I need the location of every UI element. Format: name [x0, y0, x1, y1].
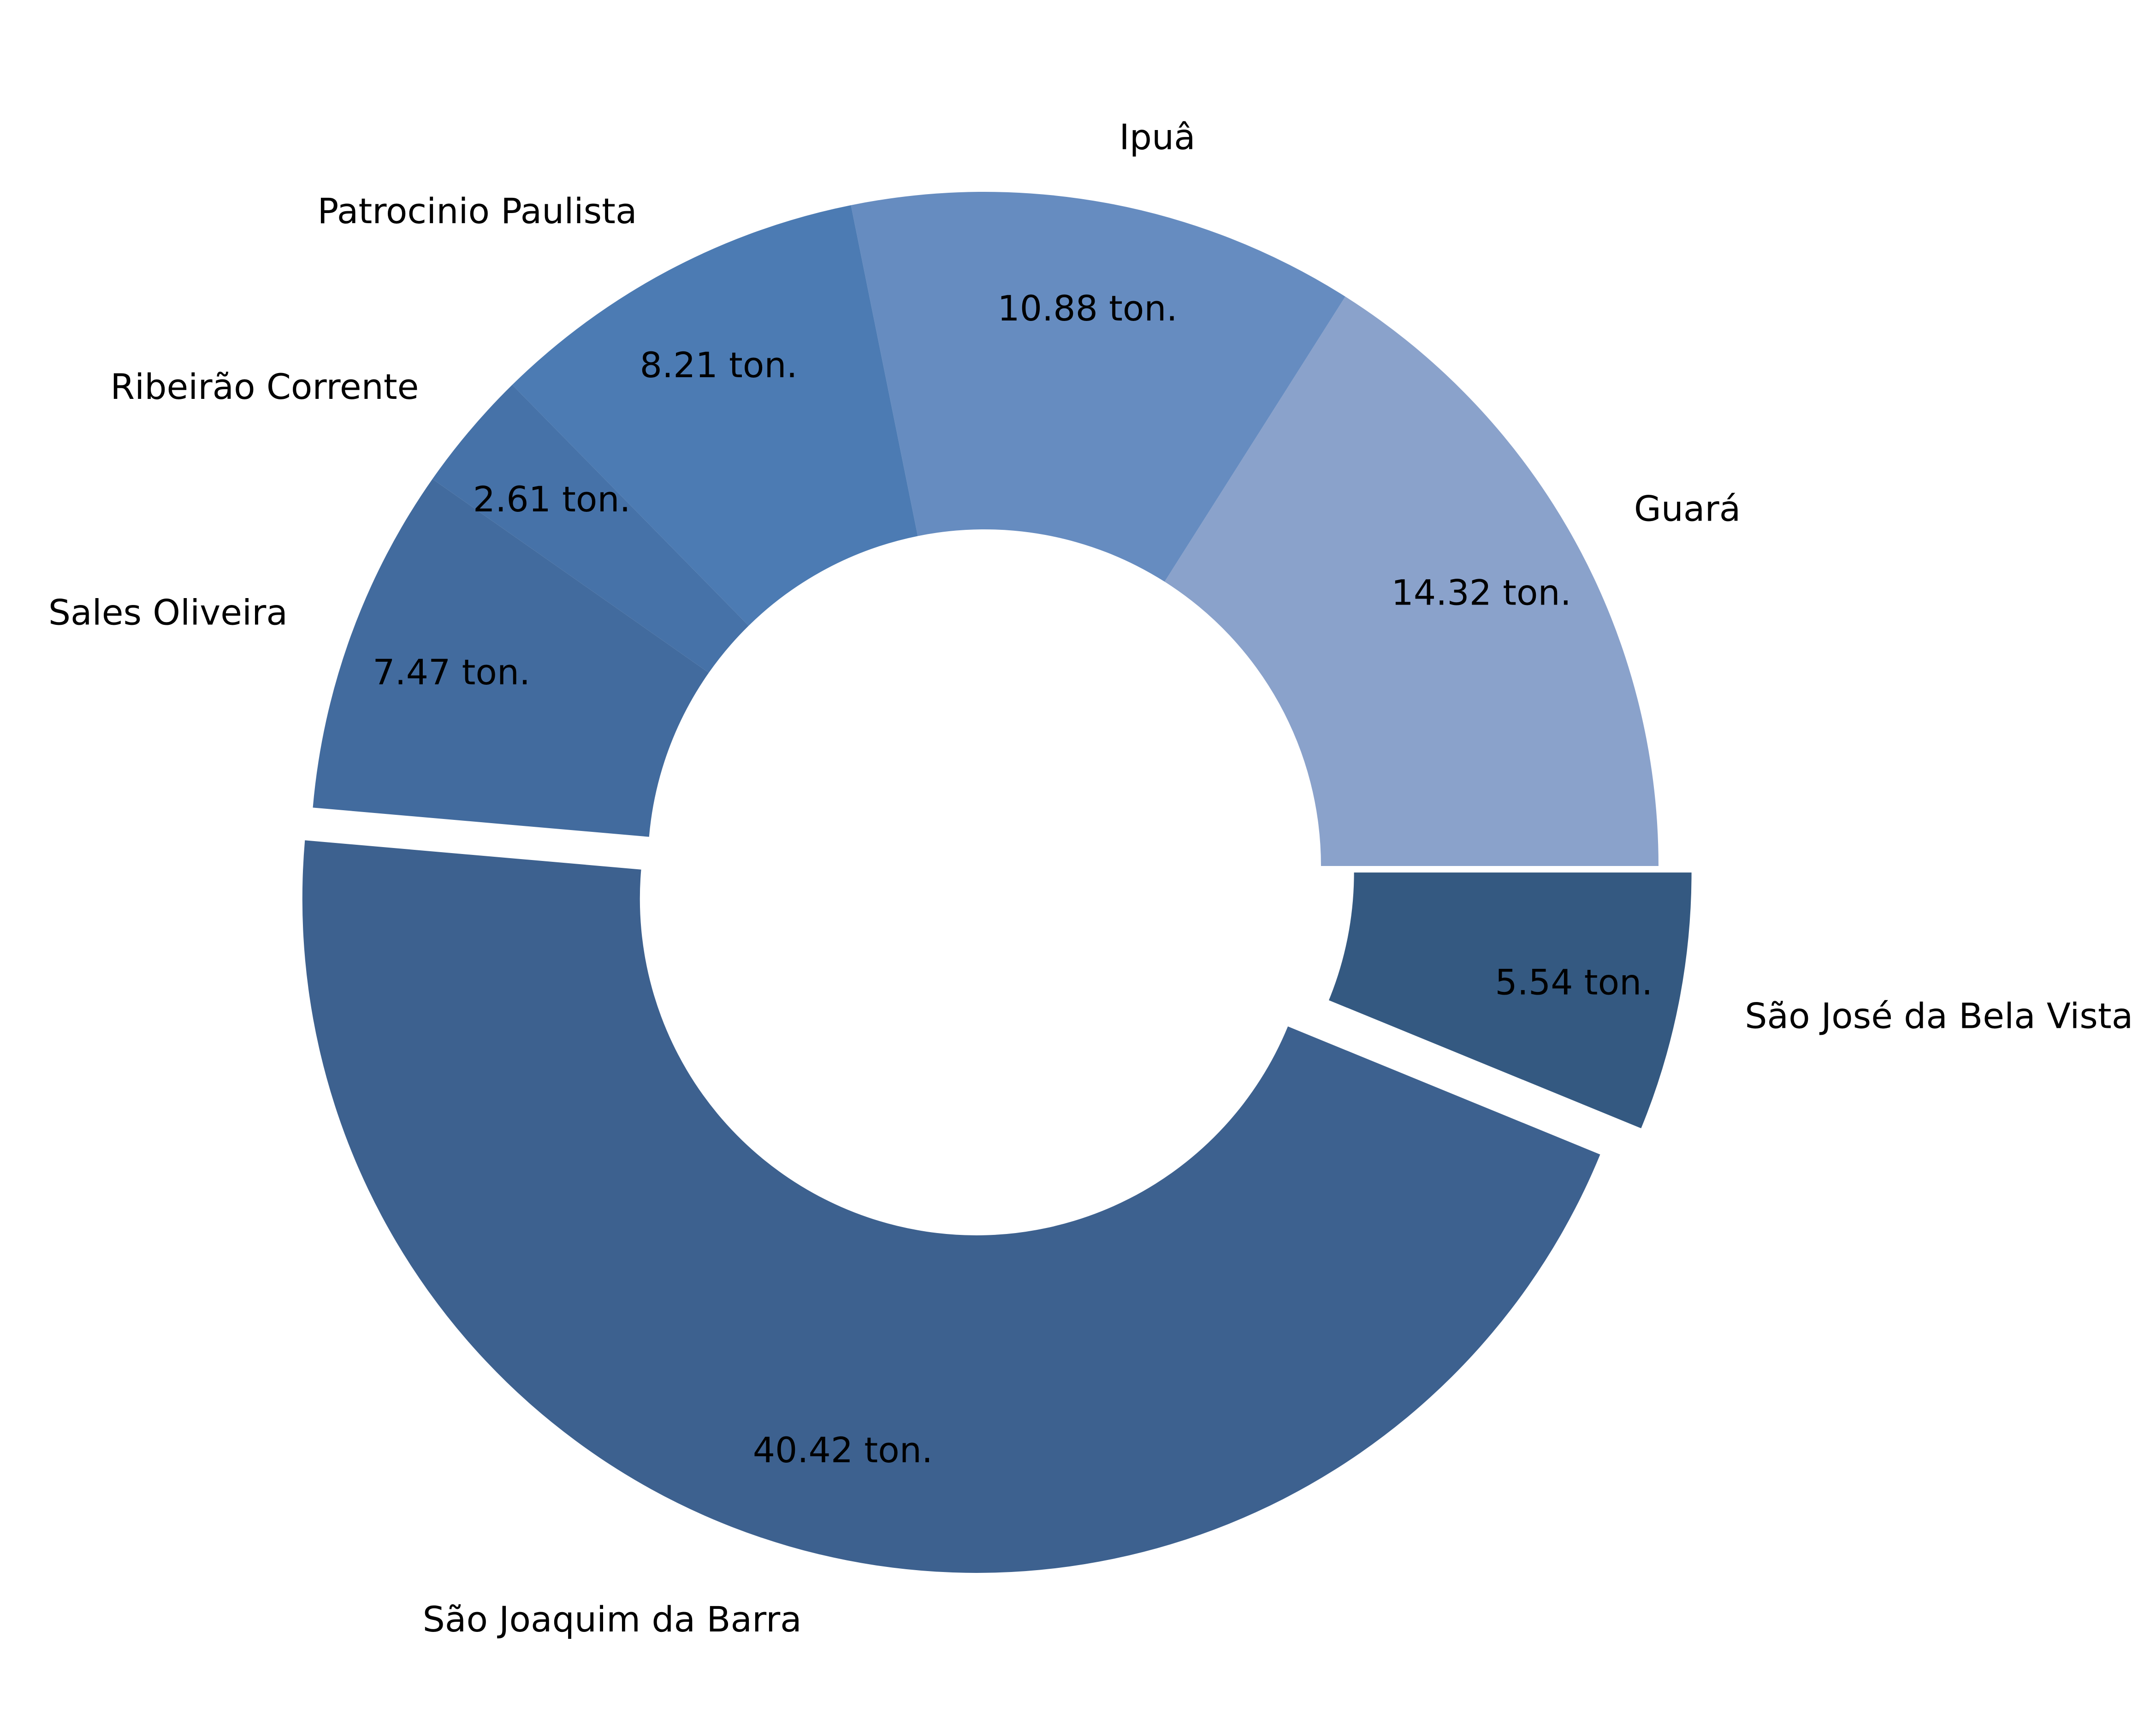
slice-label-sales-oliveira: Sales Oliveira — [48, 592, 288, 633]
value-label-patrocinio-paulista: 8.21 ton. — [640, 344, 798, 386]
slice-sao-joaquim-da-barra — [302, 840, 1600, 1573]
slice-ribeirao-corrente — [432, 385, 749, 673]
slice-guara — [1164, 297, 1659, 866]
slice-label-patrocinio-paulista: Patrocinio Paulista — [317, 190, 637, 231]
value-label-guara: 14.32 ton. — [1392, 572, 1571, 613]
slices-group — [302, 192, 1692, 1573]
labels-group: 14.32 ton. Guará 10.88 ton. Ipuâ 8.21 ton. Pa… — [48, 116, 2133, 1640]
value-label-sao-joaquim-da-barra: 40.42 ton. — [753, 1429, 933, 1471]
slice-sales-oliveira — [313, 479, 709, 837]
slice-patrocinio-paulista — [512, 205, 918, 626]
slice-label-ribeirao-corrente: Ribeirão Corrente — [110, 366, 419, 407]
slice-label-sao-jose-da-bela-vista: São José da Bela Vista — [1745, 996, 2133, 1037]
value-label-sao-jose-da-bela-vista: 5.54 ton. — [1495, 961, 1653, 1002]
slice-ipua — [851, 192, 1345, 582]
slice-label-ipua: Ipuâ — [1119, 116, 1195, 157]
value-label-sales-oliveira: 7.47 ton. — [373, 652, 530, 693]
slice-label-sao-joaquim-da-barra: São Joaquim da Barra — [423, 1599, 802, 1640]
slice-sao-jose-da-bela-vista — [1329, 872, 1692, 1128]
value-label-ipua: 10.88 ton. — [997, 288, 1177, 329]
value-label-ribeirao-corrente: 2.61 ton. — [473, 479, 631, 520]
slice-label-guara: Guará — [1634, 488, 1741, 529]
